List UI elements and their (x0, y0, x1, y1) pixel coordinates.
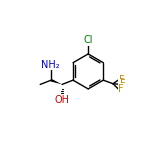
Text: NH₂: NH₂ (41, 60, 60, 70)
Text: F: F (119, 74, 124, 85)
Text: F: F (118, 84, 124, 94)
Text: OH: OH (55, 95, 70, 105)
Polygon shape (51, 79, 62, 85)
Text: F: F (120, 79, 126, 89)
Text: Cl: Cl (83, 35, 93, 45)
